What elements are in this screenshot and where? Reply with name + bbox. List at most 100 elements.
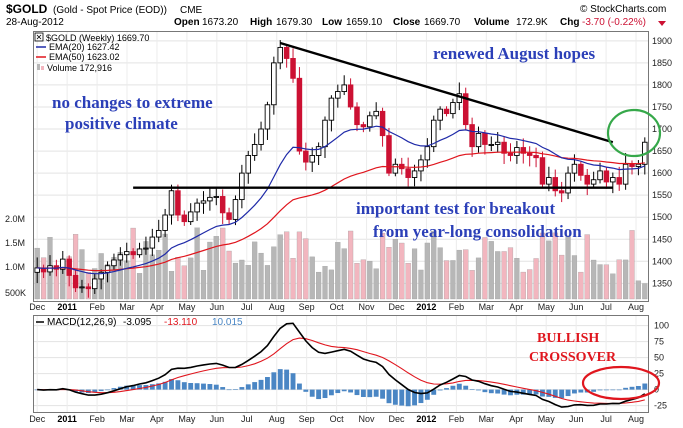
volume-bar	[431, 230, 437, 300]
candle-body	[277, 46, 283, 64]
candle-body	[552, 177, 559, 192]
candle-body	[475, 132, 482, 148]
chart-date: 28-Aug-2012	[6, 17, 64, 28]
month-tick-label: Nov	[359, 302, 376, 312]
candle-body	[603, 170, 610, 183]
month-tick-label: 2012	[416, 302, 436, 312]
high-label: High	[250, 17, 272, 28]
histogram-bar	[540, 389, 545, 397]
candle-body	[168, 190, 175, 216]
annotation-breakout-line1: important test for breakout	[356, 199, 555, 218]
volume-bar	[245, 265, 251, 300]
candle-body	[136, 248, 143, 256]
volume-bar	[450, 260, 456, 300]
month-tick-label: Aug	[269, 302, 285, 312]
volume-bar	[463, 249, 469, 300]
volume-bar	[373, 268, 379, 300]
candle-body	[424, 146, 431, 161]
candle-body	[341, 84, 347, 92]
volume-bar	[642, 283, 648, 300]
histogram-bar	[610, 389, 616, 391]
month-tick-label: Feb	[449, 414, 465, 424]
histogram-bar	[245, 384, 251, 390]
trendlines	[133, 41, 614, 189]
histogram-bar	[508, 389, 513, 396]
month-tick-label: Apr	[509, 414, 523, 424]
volume-bar	[168, 271, 175, 300]
high-value: 1679.30	[276, 17, 313, 28]
volume-bars	[34, 227, 648, 300]
volume-bar	[456, 249, 462, 300]
volume-bar	[603, 264, 610, 300]
candle-body	[430, 119, 437, 148]
month-tick-label: Oct	[330, 302, 345, 312]
month-tick-label: May	[178, 414, 196, 424]
histogram-bar	[456, 383, 462, 390]
volume-bar	[546, 240, 552, 300]
macd-tick-label: 100	[654, 321, 669, 331]
month-tick-label: Jul	[241, 302, 253, 312]
volume-bar	[277, 234, 283, 300]
volume-bar	[488, 241, 494, 300]
month-tick-label: 2011	[57, 302, 77, 312]
candle-body	[207, 196, 213, 202]
histogram-bar	[520, 389, 526, 395]
month-tick-label: Jun	[210, 414, 225, 424]
histogram-bar	[572, 389, 577, 394]
volume-bar	[565, 235, 571, 300]
histogram-bar	[437, 389, 443, 391]
price-tick-label: 1800	[652, 80, 672, 90]
candle-body	[111, 259, 117, 267]
volume-bar	[495, 251, 501, 300]
histogram-bar	[444, 388, 449, 390]
volume-bar	[514, 258, 520, 300]
open-label: Open	[174, 17, 200, 28]
macd-legend-prefix: MACD(12,26,9)	[47, 317, 116, 328]
macd-series	[34, 322, 648, 408]
macd-legend-hist: 10.015	[212, 317, 243, 328]
volume-bar	[124, 260, 130, 300]
month-tick-label: May	[538, 302, 556, 312]
volume-bar	[290, 258, 296, 300]
month-tick-label: 2011	[57, 414, 77, 424]
candle-body	[232, 199, 239, 220]
resistance-trendline	[279, 41, 614, 144]
histogram-bar	[156, 383, 162, 390]
candle-body	[245, 155, 252, 174]
low-label: Low	[322, 17, 342, 28]
annotation-crossover: CROSSOVER	[529, 350, 617, 365]
month-tick-label: Oct	[330, 414, 345, 424]
histogram-bar	[277, 369, 283, 390]
histogram-bar	[501, 389, 507, 395]
legend-volume-swatch-down	[41, 66, 44, 70]
volume-bar	[130, 227, 136, 300]
histogram-bar	[412, 389, 417, 406]
candle-body	[571, 163, 578, 174]
candle-body	[494, 141, 501, 145]
histogram-bar	[386, 389, 392, 404]
volume-bar	[501, 251, 507, 300]
month-tick-label: Dec	[29, 302, 46, 312]
histogram-bar	[328, 389, 334, 396]
histogram-bar	[284, 369, 290, 390]
volume-bar	[309, 256, 315, 300]
month-tick-label: Dec	[388, 414, 405, 424]
histogram-bar	[578, 389, 584, 393]
candle-body	[418, 159, 424, 172]
volume-bar	[392, 239, 398, 300]
month-tick-label: Apr	[150, 302, 164, 312]
candle-body	[622, 163, 629, 185]
candle-body	[155, 229, 162, 238]
volume-bar	[584, 234, 590, 300]
volume-bar	[386, 247, 392, 300]
histogram-bar	[527, 389, 533, 395]
histogram-bar	[348, 389, 354, 393]
candle-body	[616, 177, 622, 185]
candle-body	[283, 46, 290, 59]
histogram-bar	[552, 389, 558, 398]
chart-symbol: $GOLD	[6, 2, 48, 16]
candle-body	[264, 104, 271, 130]
histogram-bar	[591, 389, 597, 392]
annotation-breakout-line2: from year-long consolidation	[373, 222, 582, 241]
